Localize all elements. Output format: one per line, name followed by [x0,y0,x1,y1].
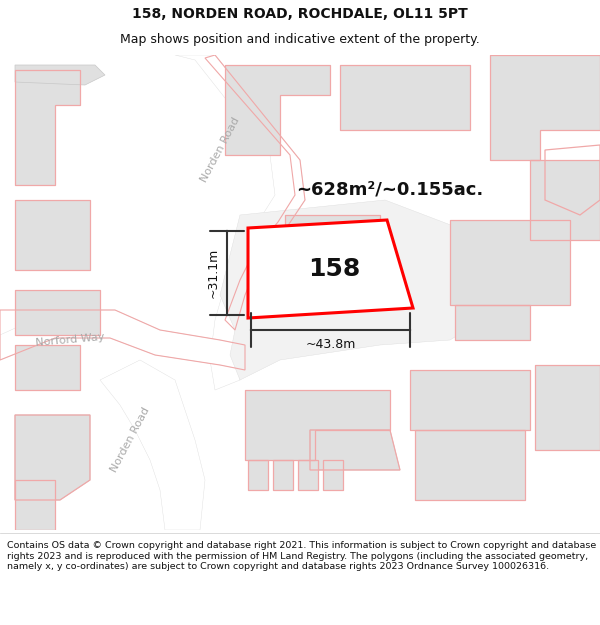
Text: 158, NORDEN ROAD, ROCHDALE, OL11 5PT: 158, NORDEN ROAD, ROCHDALE, OL11 5PT [132,7,468,21]
Polygon shape [415,430,525,500]
Text: Norden Road: Norden Road [199,116,241,184]
Polygon shape [248,220,413,318]
Polygon shape [175,55,305,390]
Text: Contains OS data © Crown copyright and database right 2021. This information is : Contains OS data © Crown copyright and d… [7,541,596,571]
Polygon shape [285,215,380,250]
Polygon shape [220,200,500,380]
Polygon shape [245,390,390,460]
Polygon shape [0,310,245,370]
Polygon shape [323,460,343,490]
Polygon shape [455,305,530,340]
Polygon shape [450,220,570,305]
Text: Norden Road: Norden Road [109,406,151,474]
Polygon shape [100,360,205,530]
Polygon shape [248,460,268,490]
Polygon shape [15,70,80,185]
Polygon shape [273,460,293,490]
Polygon shape [15,200,90,270]
Polygon shape [310,430,400,470]
Polygon shape [15,345,80,390]
Polygon shape [15,65,105,85]
Polygon shape [15,415,90,500]
Text: ~31.1m: ~31.1m [206,248,220,298]
Polygon shape [490,55,600,160]
Polygon shape [225,65,330,155]
Polygon shape [340,65,470,130]
Text: ~628m²/~0.155ac.: ~628m²/~0.155ac. [296,181,484,199]
Text: ~43.8m: ~43.8m [305,338,356,351]
Text: Norford Way: Norford Way [35,332,105,348]
Polygon shape [410,370,530,430]
Text: 158: 158 [308,256,360,281]
Polygon shape [298,460,318,490]
Polygon shape [530,160,600,240]
Polygon shape [15,290,100,335]
Text: Map shows position and indicative extent of the property.: Map shows position and indicative extent… [120,33,480,46]
Polygon shape [15,480,55,530]
Polygon shape [535,365,600,450]
